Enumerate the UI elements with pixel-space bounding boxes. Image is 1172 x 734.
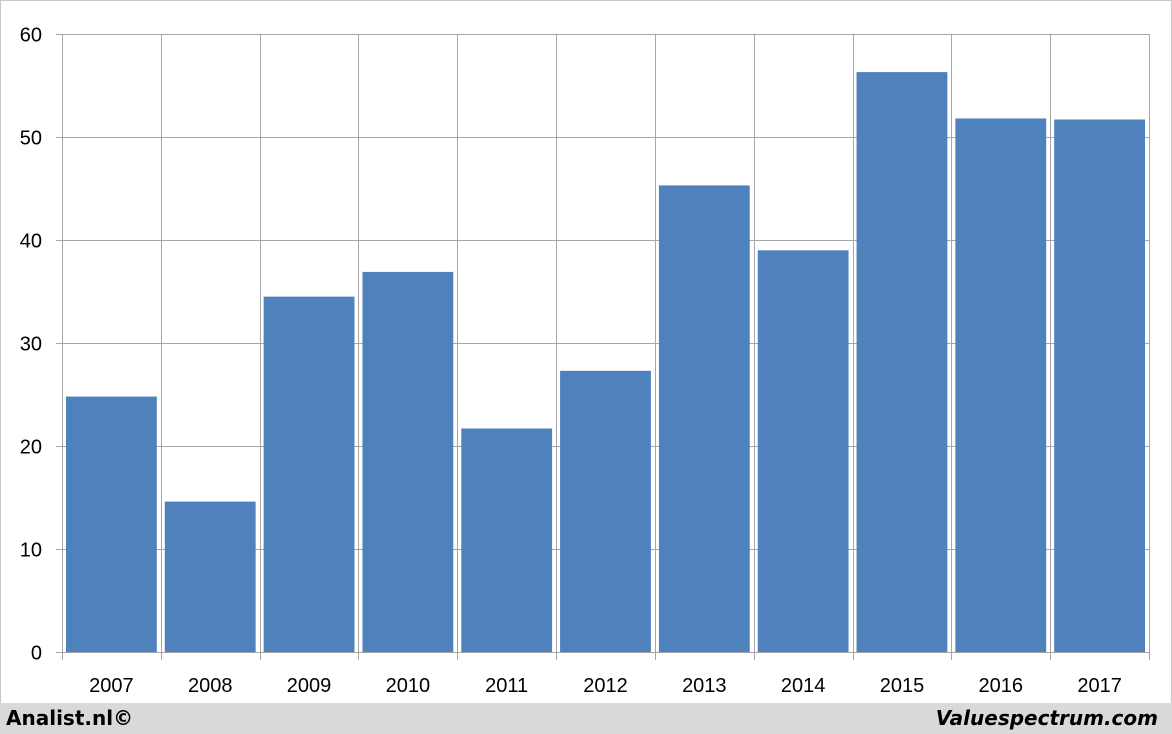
x-tick-label: 2007 [89,675,134,697]
x-tick-label: 2010 [386,675,431,697]
bar-2015 [856,72,948,653]
y-tick-label: 50 [20,128,42,150]
y-tick-label: 60 [20,25,42,47]
y-tick-label: 20 [20,437,42,459]
axes [56,34,1149,653]
bar-2012 [560,370,651,652]
y-tick-label: 40 [20,231,42,253]
bar-2011 [461,428,553,652]
bar-2010 [362,271,454,652]
x-tick-labels: 2007 2008 2009 2010 2011 2012 2013 2014 2015 2016… [89,675,1122,697]
footer-bar: Analist.nl© Valuespectrum.com [0,703,1172,734]
x-tick-label: 2016 [979,675,1024,697]
y-tick-label: 30 [20,334,42,356]
footer-left-credit: Analist.nl© [6,706,134,730]
footer-right-credit: Valuespectrum.com [935,706,1158,730]
y-tick-label: 0 [31,643,42,665]
y-tick-label: 10 [20,540,42,562]
x-tick-label: 2011 [485,675,528,697]
x-tick-label: 2017 [1077,675,1122,697]
bar-2007 [66,396,157,652]
x-tick-label: 2015 [880,675,925,697]
bar-2014 [757,250,849,653]
bar-2009 [263,296,355,652]
x-tick-label: 2008 [188,675,233,697]
y-tick-labels: 0 10 20 30 40 50 60 [20,25,42,665]
bar-2008 [164,501,256,652]
bar-2013 [658,185,750,652]
x-tick-label: 2013 [682,675,727,697]
bar-2017 [1054,119,1145,653]
x-tick-label: 2012 [583,675,628,697]
bar-2016 [955,118,1047,652]
x-tick-label: 2009 [287,675,332,697]
bars [66,72,1145,653]
x-tick-label: 2014 [781,675,826,697]
